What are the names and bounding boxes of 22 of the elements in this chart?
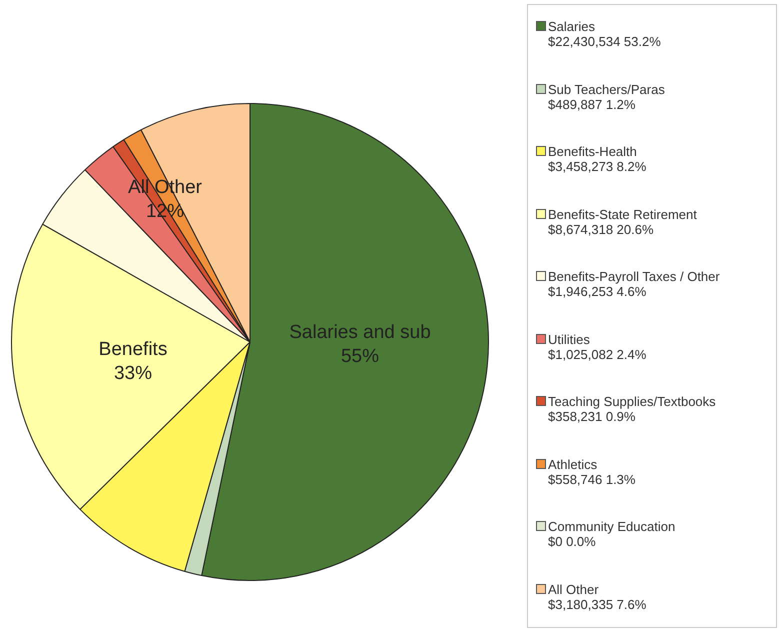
legend-label: Community Education (548, 519, 676, 534)
legend-label: Salaries (548, 19, 595, 34)
legend-label: Sub Teachers/Paras (548, 82, 665, 96)
legend-label: Athletics (548, 456, 598, 472)
data-label: $3,180,335 7.6% (547, 596, 648, 612)
data-label: $358,231 0.9% (547, 409, 636, 424)
data-label: $1,025,082 2.4% (547, 346, 648, 362)
data-label: $558,746 1.3% (547, 472, 636, 486)
legend-label: Benefits-State Retirement (548, 206, 697, 222)
text: Benefits 33% (98, 339, 168, 384)
data-label: $489,887 1.2% (547, 96, 636, 112)
data-label: $22,430,534 53.2% (547, 34, 662, 49)
text: Salaries and sub 55% (289, 322, 431, 368)
legend-label: Benefits-Health (548, 144, 637, 159)
data-label: $1,946,253 4.6% (547, 284, 648, 299)
legend-label: All Other (548, 582, 599, 596)
text: $0 0.0% (548, 534, 596, 549)
legend-label: Teaching Supplies/Textbooks (548, 394, 716, 409)
legend-label: Utilities (548, 332, 590, 346)
legend-label: Benefits-Payroll Taxes / Other (548, 269, 720, 284)
data-label: $8,674,318 20.6% (547, 222, 655, 236)
data-label: $3,458,273 8.2% (547, 159, 648, 174)
